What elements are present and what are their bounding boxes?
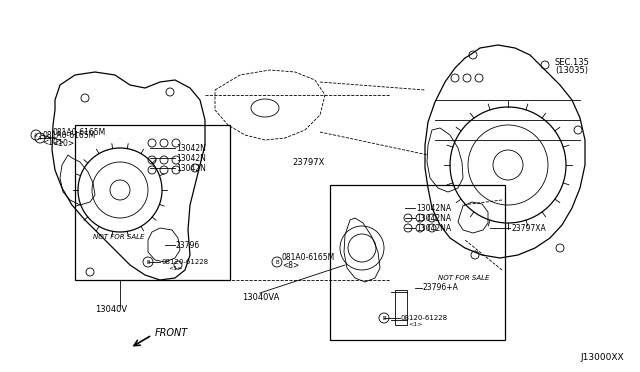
Text: 13042N: 13042N <box>176 154 206 163</box>
Text: <1>: <1> <box>168 266 182 270</box>
Text: 23797XA: 23797XA <box>512 224 547 232</box>
Text: <1>: <1> <box>408 323 422 327</box>
Text: 081A0-6165M
<10>: 081A0-6165M <10> <box>52 128 105 148</box>
Bar <box>395 290 407 325</box>
Text: 23796+A: 23796+A <box>423 283 459 292</box>
Text: FRONT: FRONT <box>155 328 188 338</box>
Text: B: B <box>382 316 386 321</box>
Text: SEC.135: SEC.135 <box>555 58 590 67</box>
Text: 081A0-6165M: 081A0-6165M <box>42 131 95 140</box>
Text: B: B <box>146 260 150 265</box>
Text: 23797X: 23797X <box>292 158 324 167</box>
Text: 13042N: 13042N <box>176 144 206 153</box>
Text: (13035): (13035) <box>555 65 588 74</box>
Text: <8>: <8> <box>282 260 300 269</box>
Text: <10>: <10> <box>42 138 64 147</box>
Text: 081A0-6165M: 081A0-6165M <box>282 253 335 263</box>
Text: B: B <box>275 260 279 265</box>
Text: NOT FOR SALE: NOT FOR SALE <box>438 275 490 281</box>
Text: J13000XX: J13000XX <box>580 353 623 362</box>
Text: 13042NA: 13042NA <box>416 214 451 222</box>
Text: 08120-61228: 08120-61228 <box>401 315 448 321</box>
Text: 13040V: 13040V <box>95 305 127 314</box>
Text: 13042NA: 13042NA <box>416 224 451 232</box>
Text: 13040VA: 13040VA <box>242 292 280 301</box>
Text: A: A <box>35 133 38 138</box>
Text: 13042N: 13042N <box>176 164 206 173</box>
Bar <box>75 125 230 280</box>
Text: 23796: 23796 <box>176 241 200 250</box>
Text: A: A <box>38 136 42 141</box>
Text: NOT FOR SALE: NOT FOR SALE <box>93 234 145 240</box>
Text: 13042NA: 13042NA <box>416 203 451 212</box>
Bar <box>330 185 505 340</box>
Text: 08120-61228: 08120-61228 <box>161 259 208 265</box>
